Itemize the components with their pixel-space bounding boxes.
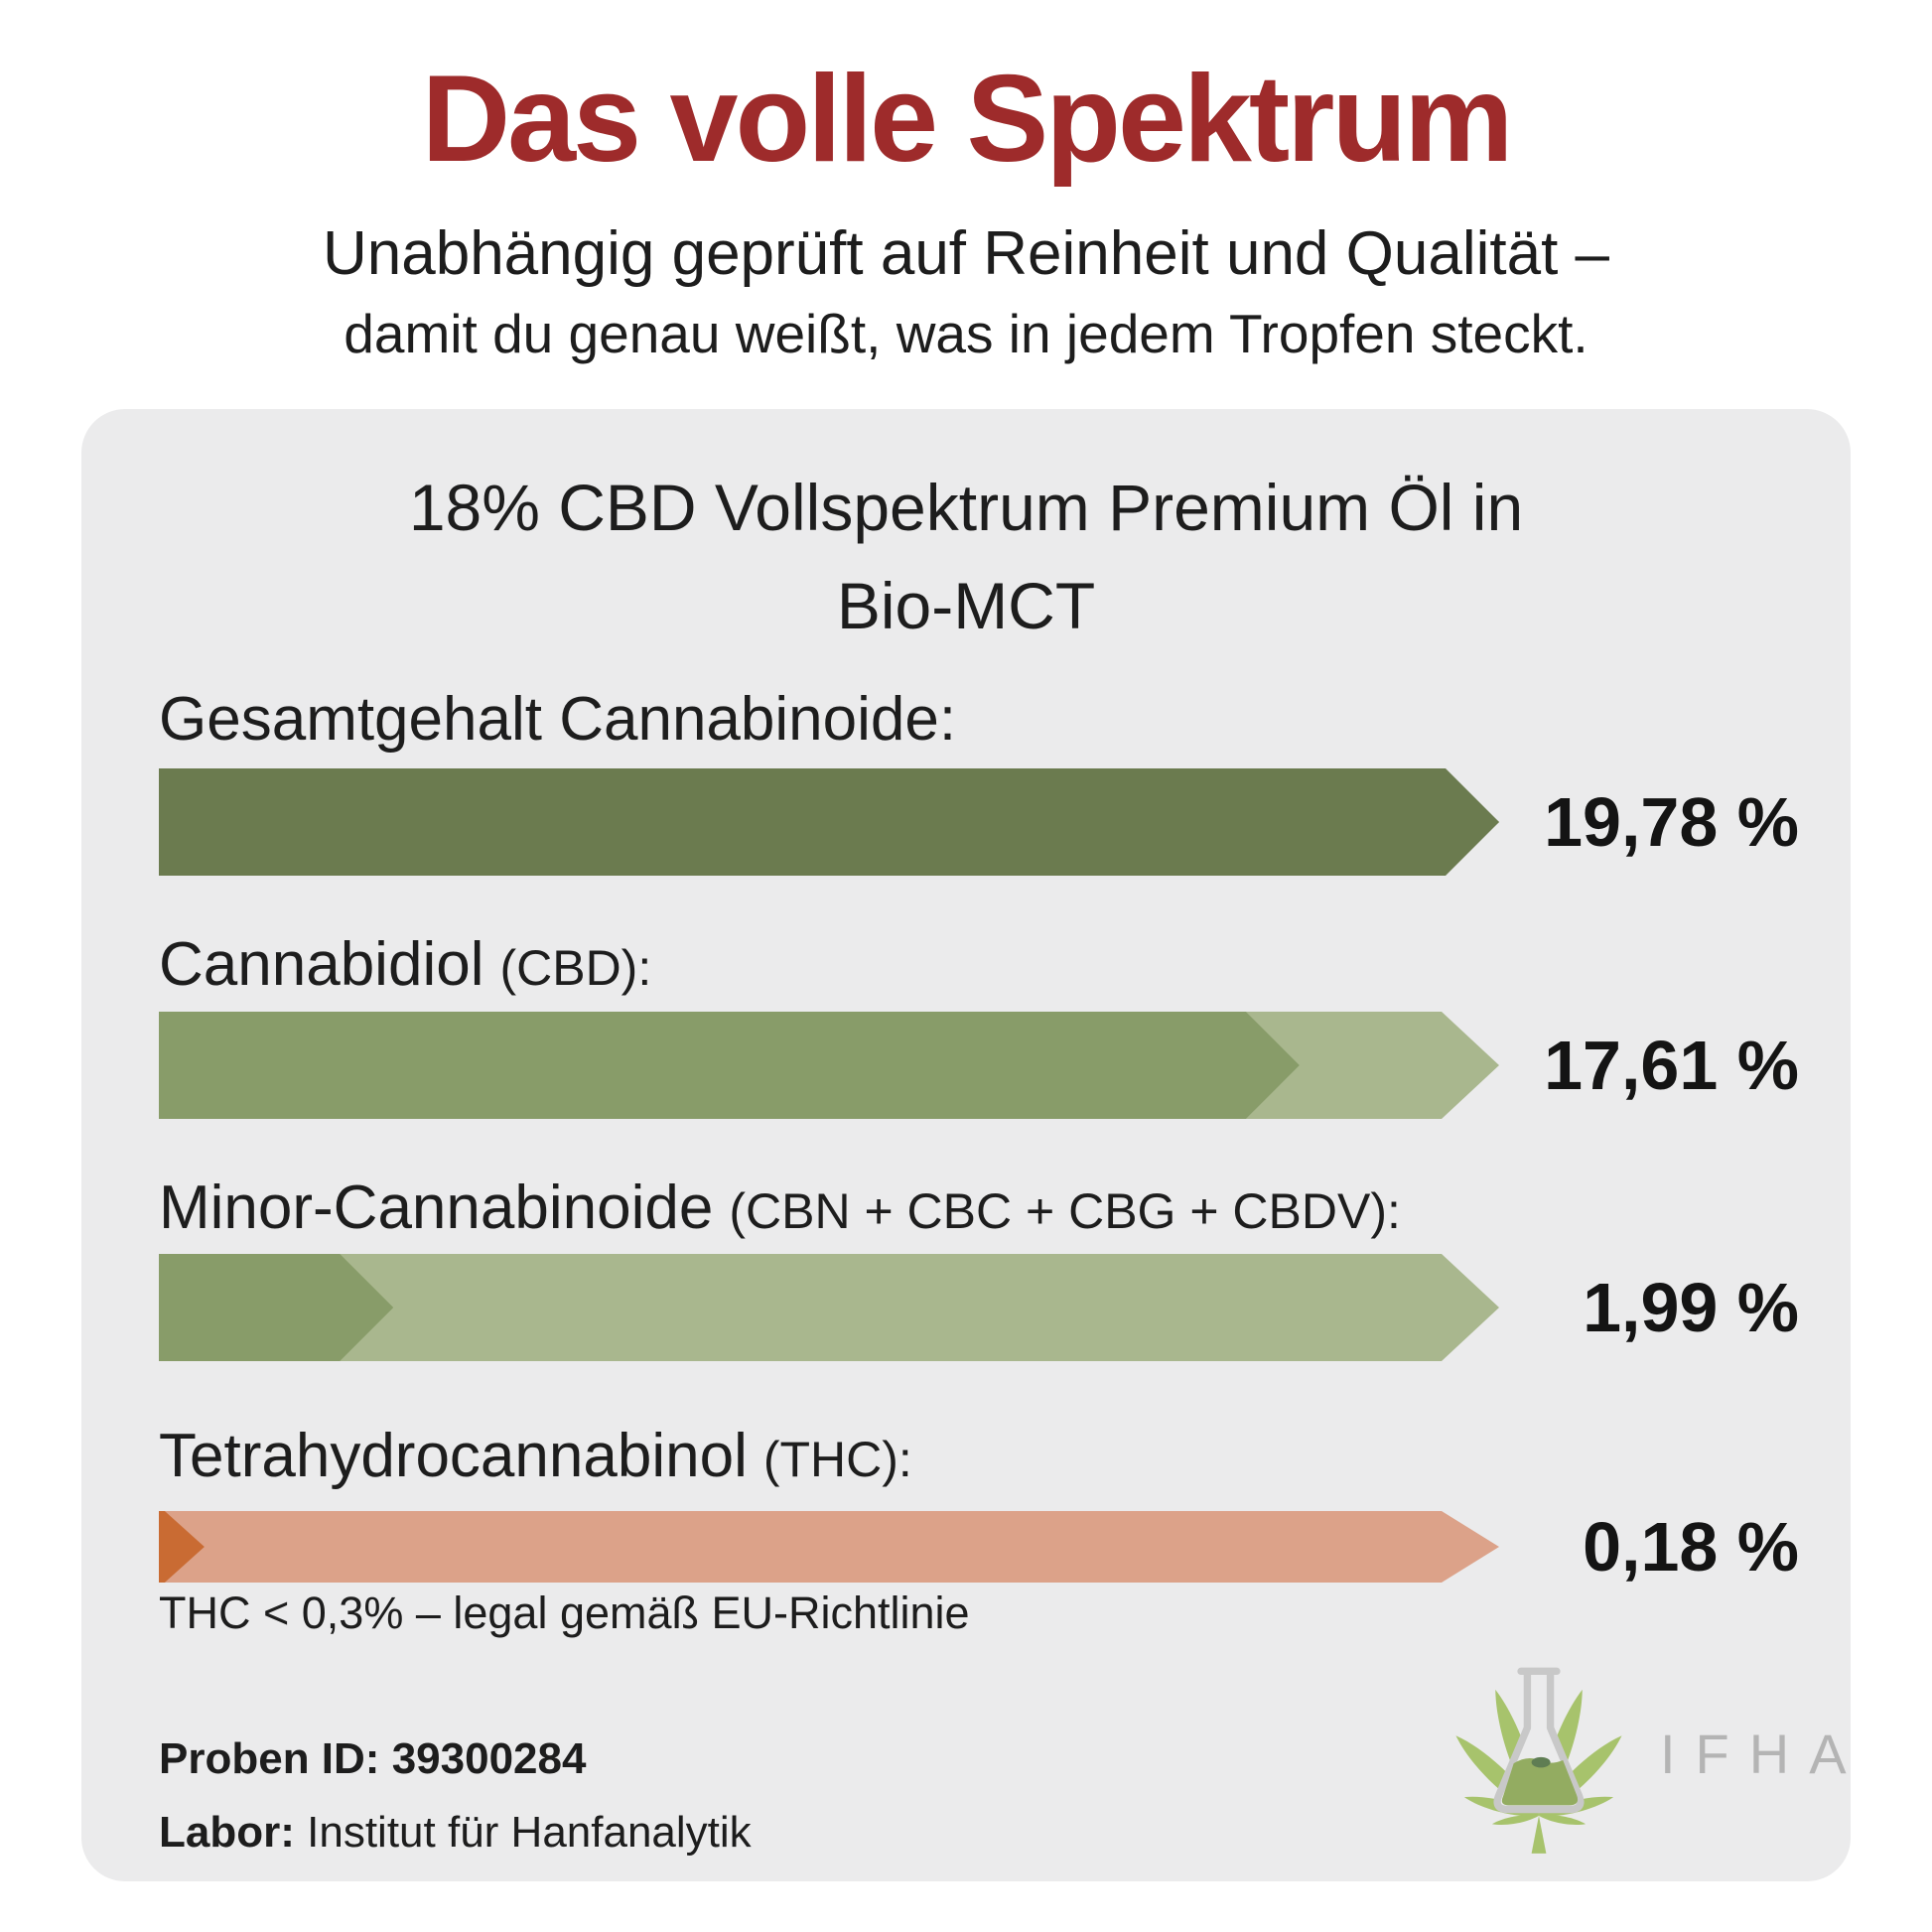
bar-cbd [159, 1012, 1499, 1119]
page-title: Das volle Spektrum [421, 51, 1514, 188]
bar-fill [159, 768, 1499, 876]
bar-label-minor: Minor-Cannabinoide (CBN + CBC + CBG + CB… [159, 1177, 1401, 1239]
lab-report-card: 18% CBD Vollspektrum Premium Öl in Bio-M… [81, 409, 1851, 1881]
labor-label: Labor: [159, 1808, 295, 1857]
bar-value-minor: 1,99 % [1583, 1269, 1799, 1346]
ifha-logo: IFHA [1424, 1646, 1847, 1874]
bar-label-main: Minor-Cannabinoide [159, 1173, 714, 1242]
bar-label-main: Cannabidiol [159, 930, 484, 999]
bar-label-sub: (THC): [762, 1432, 912, 1487]
thc-legal-note: THC < 0,3% – legal gemäß EU-Richtlinie [159, 1587, 970, 1638]
bar-thc [159, 1511, 1499, 1583]
logo-text: IFHA [1660, 1722, 1866, 1785]
hemp-leaf-flask-icon [1455, 1667, 1622, 1854]
bar-fill [159, 1012, 1300, 1119]
labor-line: Labor: Institut für Hanfanalytik [159, 1811, 752, 1855]
bar-value-gesamtgehalt: 19,78 % [1544, 783, 1799, 861]
product-title: 18% CBD Vollspektrum Premium Öl in Bio-M… [81, 459, 1851, 655]
product-title-line-1: 18% CBD Vollspektrum Premium Öl in [408, 471, 1524, 544]
bar-track [159, 1511, 1499, 1583]
labor-value: Institut für Hanfanalytik [307, 1808, 752, 1857]
proben-id-value: 39300284 [391, 1734, 587, 1783]
bar-gesamtgehalt [159, 768, 1499, 876]
proben-id-label: Proben ID: [159, 1734, 380, 1783]
bar-value-cbd: 17,61 % [1544, 1027, 1799, 1104]
product-title-line-2: Bio-MCT [836, 569, 1096, 642]
subtitle-line-1: Unabhängig geprüft auf Reinheit und Qual… [322, 219, 1610, 288]
bar-label-thc: Tetrahydrocannabinol (THC): [159, 1426, 912, 1487]
bar-label-cbd: Cannabidiol (CBD): [159, 934, 651, 996]
bar-label-sub: (CBD): [499, 940, 652, 996]
bar-label-gesamtgehalt: Gesamtgehalt Cannabinoide: [159, 689, 956, 751]
subtitle-line-2: damit du genau weißt, was in jedem Tropf… [344, 303, 1588, 364]
bar-label-sub: (CBN + CBC + CBG + CBDV): [729, 1183, 1401, 1239]
bar-value-thc: 0,18 % [1583, 1508, 1799, 1586]
bar-fill [159, 1254, 393, 1361]
bar-label-main: Tetrahydrocannabinol [159, 1422, 748, 1490]
bar-label-main: Gesamtgehalt Cannabinoide: [159, 685, 957, 754]
bar-minor [159, 1254, 1499, 1361]
proben-id-line: Proben ID: 39300284 [159, 1737, 586, 1781]
